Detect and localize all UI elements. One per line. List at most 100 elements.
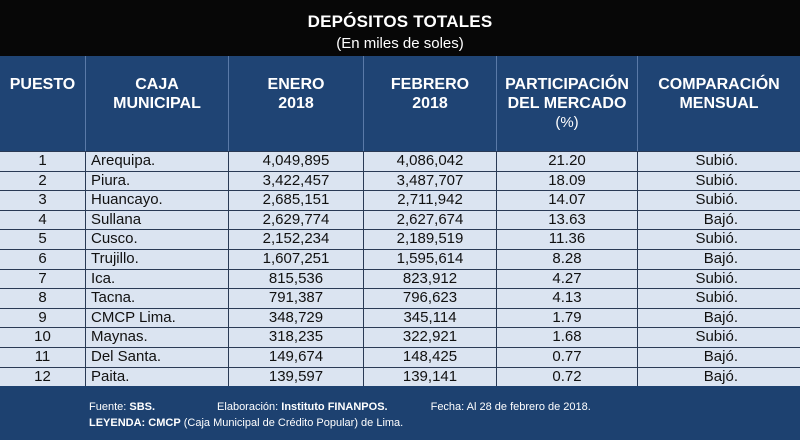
cell-caja: Maynas. bbox=[86, 328, 229, 347]
header-part-line2: DEL MERCADO bbox=[507, 95, 627, 112]
table-row: 12 Paita. 139,597 139,141 0.72 Bajó. bbox=[0, 366, 800, 387]
cell-enero: 139,597 bbox=[229, 367, 364, 387]
cell-caja: Sullana bbox=[86, 210, 229, 230]
header-comparacion: COMPARACIÓN MENSUAL bbox=[638, 56, 800, 151]
cell-puesto: 9 bbox=[0, 308, 86, 328]
cell-febrero: 148,425 bbox=[364, 347, 497, 367]
fecha-text: Fecha: Al 28 de febrero de 2018. bbox=[430, 401, 591, 413]
cell-participacion: 8.28 bbox=[497, 249, 638, 269]
header-part-line3: (%) bbox=[555, 114, 579, 131]
table-row: 7 Ica. 815,536 823,912 4.27 Subió. bbox=[0, 268, 800, 289]
cell-febrero: 2,189,519 bbox=[364, 230, 497, 249]
cell-enero: 791,387 bbox=[229, 289, 364, 308]
cell-caja: Paita. bbox=[86, 367, 229, 387]
table-row: 3 Huancayo. 2,685,151 2,711,942 14.07 Subió. bbox=[0, 190, 800, 210]
cell-comparacion: Subió. bbox=[695, 171, 738, 189]
cell-participacion: 0.77 bbox=[497, 347, 638, 367]
cell-comparacion: Bajó. bbox=[703, 308, 738, 326]
cell-participacion: 4.27 bbox=[497, 269, 638, 289]
cell-enero: 3,422,457 bbox=[229, 171, 364, 191]
cell-participacion: 14.07 bbox=[497, 191, 638, 210]
table-row: 8 Tacna. 791,387 796,623 4.13 Subió. bbox=[0, 288, 800, 308]
cell-caja: Huancayo. bbox=[86, 191, 229, 210]
cell-puesto: 11 bbox=[0, 347, 86, 367]
cell-puesto: 5 bbox=[0, 230, 86, 249]
cell-enero: 2,629,774 bbox=[229, 210, 364, 230]
leyenda-abbr: CMCP bbox=[148, 417, 181, 429]
cell-febrero: 796,623 bbox=[364, 289, 497, 308]
header-febrero-line1: FEBRERO bbox=[390, 76, 470, 93]
cell-comparacion: Bajó. bbox=[703, 249, 738, 267]
table-footer: Fuente: SBS. Elaboración: Instituto FINAN… bbox=[0, 387, 800, 440]
cell-enero: 815,536 bbox=[229, 269, 364, 289]
header-enero: ENERO 2018 bbox=[229, 56, 364, 151]
cell-comparacion: Bajó. bbox=[703, 347, 738, 365]
cell-comparacion: Subió. bbox=[695, 152, 738, 169]
cell-comparacion: Subió. bbox=[695, 191, 738, 209]
table-body: 1 Arequipa. 4,049,895 4,086,042 21.20 Subió. 2… bbox=[0, 151, 800, 387]
cell-puesto: 8 bbox=[0, 289, 86, 308]
cell-puesto: 7 bbox=[0, 269, 86, 289]
header-comp-line1: COMPARACIÓN bbox=[658, 76, 780, 93]
cell-caja: CMCP Lima. bbox=[86, 308, 229, 328]
cell-enero: 2,685,151 bbox=[229, 191, 364, 210]
table-row: 10 Maynas. 318,235 322,921 1.68 Subió. bbox=[0, 327, 800, 347]
table-row: 4 Sullana 2,629,774 2,627,674 13.63 Bajó. bbox=[0, 209, 800, 230]
cell-participacion: 11.36 bbox=[497, 230, 638, 249]
cell-febrero: 3,487,707 bbox=[364, 171, 497, 191]
cell-puesto: 1 bbox=[0, 152, 86, 171]
cell-puesto: 12 bbox=[0, 367, 86, 387]
cell-comparacion: Subió. bbox=[695, 289, 738, 307]
cell-febrero: 823,912 bbox=[364, 269, 497, 289]
cell-febrero: 2,627,674 bbox=[364, 210, 497, 230]
fuente-value: SBS. bbox=[129, 401, 156, 413]
footer-line-1: Fuente: SBS. Elaboración: Instituto FINAN… bbox=[89, 401, 591, 413]
cell-caja: Del Santa. bbox=[86, 347, 229, 367]
cell-caja: Ica. bbox=[86, 269, 229, 289]
header-comp-line2: MENSUAL bbox=[679, 95, 759, 112]
cell-participacion: 0.72 bbox=[497, 367, 638, 387]
elaboracion-label: Elaboración: bbox=[217, 401, 282, 413]
cell-febrero: 4,086,042 bbox=[364, 152, 497, 171]
cell-participacion: 18.09 bbox=[497, 171, 638, 191]
cell-enero: 4,049,895 bbox=[229, 152, 364, 171]
table-header: PUESTO CAJA MUNICIPAL ENERO 2018 FEBRERO… bbox=[0, 56, 800, 151]
cell-febrero: 139,141 bbox=[364, 367, 497, 387]
cell-puesto: 2 bbox=[0, 171, 86, 191]
cell-comparacion: Subió. bbox=[695, 269, 738, 287]
cell-comparacion: Subió. bbox=[695, 230, 738, 248]
cell-febrero: 322,921 bbox=[364, 328, 497, 347]
header-enero-line1: ENERO bbox=[267, 76, 325, 93]
leyenda-text: (Caja Municipal de Crédito Popular) de L… bbox=[180, 417, 404, 429]
cell-participacion: 21.20 bbox=[497, 152, 638, 171]
cell-comparacion: Bajó. bbox=[703, 210, 738, 228]
cell-caja: Tacna. bbox=[86, 289, 229, 308]
cell-participacion: 1.79 bbox=[497, 308, 638, 328]
page-subtitle: (En miles de soles) bbox=[336, 35, 464, 52]
cell-participacion: 13.63 bbox=[497, 210, 638, 230]
table-row: 2 Piura. 3,422,457 3,487,707 18.09 Subió. bbox=[0, 170, 800, 191]
header-participacion: PARTICIPACIÓN DEL MERCADO (%) bbox=[497, 56, 638, 151]
cell-caja: Piura. bbox=[86, 171, 229, 191]
leyenda-label: LEYENDA: bbox=[89, 417, 149, 429]
cell-comparacion: Bajó. bbox=[703, 367, 738, 385]
cell-puesto: 3 bbox=[0, 191, 86, 210]
table-row: 1 Arequipa. 4,049,895 4,086,042 21.20 Subió. bbox=[0, 151, 800, 171]
cell-comparacion: Subió. bbox=[695, 328, 738, 346]
cell-participacion: 1.68 bbox=[497, 328, 638, 347]
cell-enero: 318,235 bbox=[229, 328, 364, 347]
table-row: 9 CMCP Lima. 348,729 345,114 1.79 Bajó. bbox=[0, 307, 800, 328]
cell-febrero: 1,595,614 bbox=[364, 249, 497, 269]
header-enero-line2: 2018 bbox=[278, 95, 314, 112]
cell-enero: 2,152,234 bbox=[229, 230, 364, 249]
header-caja-line2: MUNICIPAL bbox=[113, 95, 201, 112]
cell-caja: Cusco. bbox=[86, 230, 229, 249]
cell-puesto: 6 bbox=[0, 249, 86, 269]
header-febrero-line2: 2018 bbox=[412, 95, 448, 112]
cell-participacion: 4.13 bbox=[497, 289, 638, 308]
header-puesto-label: PUESTO bbox=[9, 76, 76, 93]
footer-line-2: LEYENDA: CMCP (Caja Municipal de Crédito… bbox=[89, 417, 403, 429]
table-row: 6 Trujillo. 1,607,251 1,595,614 8.28 Bajó. bbox=[0, 248, 800, 269]
cell-enero: 149,674 bbox=[229, 347, 364, 367]
cell-enero: 348,729 bbox=[229, 308, 364, 328]
